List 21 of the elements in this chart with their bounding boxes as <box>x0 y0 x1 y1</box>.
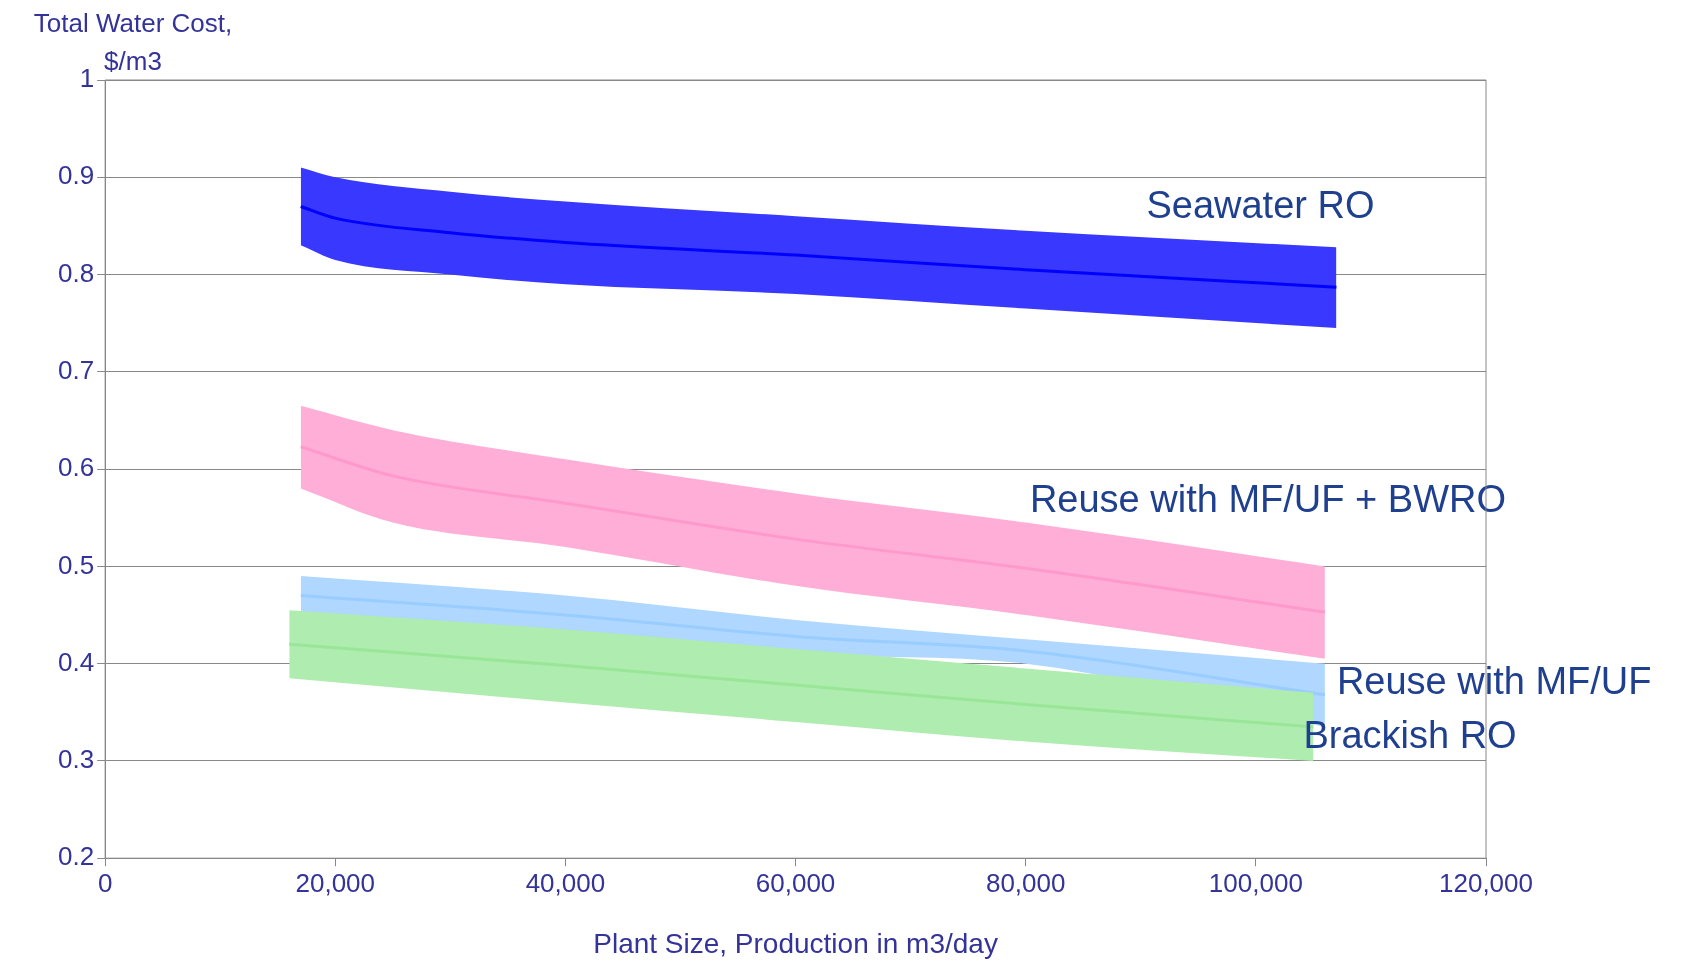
y-tick-label: 0.3 <box>57 744 95 775</box>
y-tick-label: 0.6 <box>57 452 95 483</box>
x-axis-title: Plant Size, Production in m3/day <box>593 927 998 959</box>
series-label: Brackish RO <box>1303 714 1517 757</box>
y-tick-label: 0.7 <box>57 355 95 385</box>
series-label: Seawater RO <box>1146 183 1375 226</box>
y-tick-label: 0.8 <box>57 257 95 288</box>
y-tick-label: 0.4 <box>57 646 95 677</box>
x-tick-label: 100,000 <box>1208 867 1303 898</box>
y-tick-label: 0.5 <box>57 549 95 580</box>
series-label: Reuse with MF/UF + BWRO <box>1029 477 1507 520</box>
x-tick-label: 120,000 <box>1439 867 1533 898</box>
x-tick-label: 80,000 <box>985 867 1066 898</box>
x-tick-label: 60,000 <box>755 867 836 898</box>
y-tick-label: 0.9 <box>57 160 95 191</box>
series-label: Reuse with MF/UF <box>1336 660 1652 703</box>
y-tick-label: 0.2 <box>57 841 95 872</box>
line-series <box>299 594 1327 697</box>
x-tick-label: 20,000 <box>295 867 376 898</box>
x-tick-label: 40,000 <box>525 867 606 898</box>
x-tick-label: 0 <box>97 867 113 898</box>
